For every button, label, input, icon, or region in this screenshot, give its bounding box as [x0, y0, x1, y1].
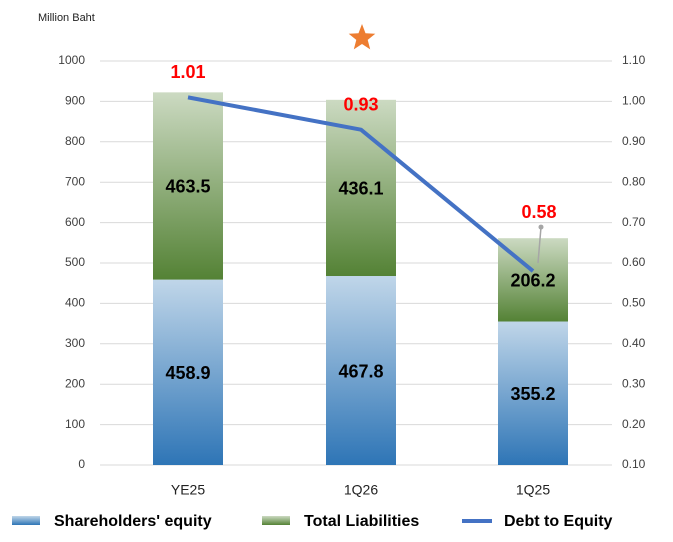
y2-tick-label: 0.30 [622, 376, 646, 390]
y2-tick-label: 1.10 [622, 53, 646, 67]
line-data-label: 0.93 [343, 94, 378, 114]
x-tick-label: 1Q26 [344, 482, 378, 498]
x-tick-label: YE25 [171, 482, 205, 498]
legend-swatch [12, 516, 40, 525]
legend-swatch [262, 516, 290, 525]
bar-segment [153, 92, 223, 280]
y-axis-title: Million Baht [38, 12, 95, 24]
data-label: 206.2 [510, 271, 555, 291]
star-icon [348, 24, 376, 50]
bar-segment [326, 276, 396, 465]
label-leader [537, 227, 542, 264]
y2-tick-label: 1.00 [622, 94, 646, 108]
y-tick-label: 100 [65, 417, 85, 431]
line-series [187, 95, 535, 273]
leader-dot [538, 224, 544, 230]
x-tick-label: 1Q25 [516, 482, 550, 498]
y-tick-label: 700 [65, 174, 85, 188]
data-label: 463.5 [165, 177, 210, 197]
y2-tick-label: 0.40 [622, 336, 646, 350]
y-tick-label: 800 [65, 134, 85, 148]
data-label: 458.9 [165, 363, 210, 383]
y-tick-label: 500 [65, 255, 85, 269]
line-data-label: 0.58 [521, 202, 556, 222]
legend-label: Total Liabilities [304, 513, 419, 530]
data-label: 467.8 [338, 361, 383, 381]
y2-tick-label: 0.20 [622, 417, 646, 431]
y2-tick-label: 0.60 [622, 255, 646, 269]
y-tick-label: 0 [78, 457, 85, 471]
bar-segment [153, 279, 223, 465]
y-tick-label: 200 [65, 376, 85, 390]
y-tick-label: 600 [65, 215, 85, 229]
y2-tick-label: 0.50 [622, 296, 646, 310]
y-tick-label: 1000 [58, 53, 85, 67]
y2-tick-label: 0.80 [622, 174, 646, 188]
y-tick-label: 400 [65, 296, 85, 310]
line-data-label: 1.01 [170, 62, 205, 82]
y2-tick-label: 0.10 [622, 457, 646, 471]
y2-tick-label: 0.70 [622, 215, 646, 229]
data-label: 436.1 [338, 179, 383, 199]
bar-segment [498, 321, 568, 465]
data-label: 355.2 [510, 384, 555, 404]
y-tick-label: 300 [65, 336, 85, 350]
legend-label: Shareholders' equity [54, 513, 212, 530]
legend-label: Debt to Equity [504, 513, 613, 530]
y2-tick-label: 0.90 [622, 134, 646, 148]
y-tick-label: 900 [65, 94, 85, 108]
